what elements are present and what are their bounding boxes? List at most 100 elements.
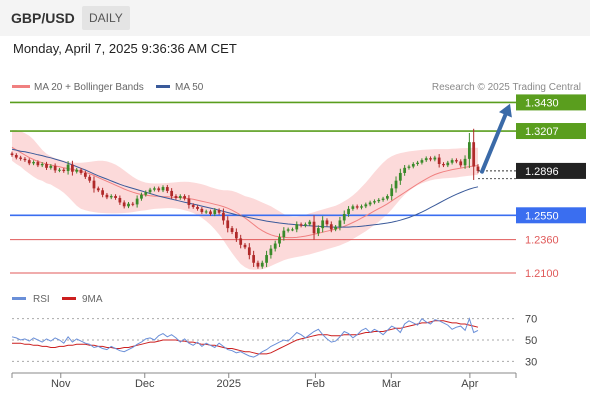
candle-body: [295, 224, 299, 230]
candle-body: [299, 224, 303, 226]
candle-body: [420, 160, 424, 163]
candle: [278, 233, 281, 248]
candle-body: [321, 220, 325, 229]
candle: [304, 222, 307, 228]
candle-body: [122, 202, 126, 207]
candle: [459, 159, 463, 168]
candle-body: [325, 220, 329, 225]
level-label-1.2550: 1.2550: [525, 210, 559, 222]
candle-body: [19, 157, 23, 159]
candle-body: [450, 160, 454, 163]
candle: [295, 221, 299, 233]
candle: [234, 228, 238, 242]
candle-body: [217, 210, 221, 213]
candle-body: [53, 165, 57, 171]
candle-body: [312, 221, 316, 234]
rsi-legend-label: RSI: [33, 294, 50, 305]
candle: [40, 162, 44, 168]
candle-body: [437, 157, 441, 164]
ma50-line: [11, 148, 479, 228]
candle-body: [187, 198, 191, 206]
candle: [312, 215, 316, 240]
candle-body: [88, 176, 92, 181]
rsi-panel: 30 50 70: [11, 314, 537, 368]
candle: [308, 219, 312, 227]
candle-body: [316, 228, 320, 234]
candle-body: [101, 190, 104, 195]
candle-body: [433, 157, 437, 160]
level-label-box-1.2550: [516, 207, 586, 224]
candle-body: [368, 202, 372, 205]
candle: [32, 160, 35, 166]
candle: [243, 243, 247, 250]
candle: [101, 187, 104, 198]
candle: [66, 161, 70, 175]
candle-body: [459, 161, 463, 166]
candle: [75, 167, 79, 174]
level-label-1.2360: 1.2360: [525, 235, 559, 247]
rsi-ma-line: [12, 320, 479, 355]
rsi-ma-legend-label: 9MA: [82, 294, 103, 305]
candle: [355, 204, 359, 210]
candle-body: [256, 262, 260, 267]
candle: [437, 154, 441, 168]
candle: [23, 157, 27, 162]
candle-body: [265, 255, 268, 263]
candle: [222, 208, 225, 225]
candle-body: [92, 180, 96, 189]
candle-body: [170, 190, 174, 197]
candle-body: [334, 226, 337, 230]
candle: [239, 234, 243, 249]
rsi-tick-50: 50: [525, 335, 537, 347]
price-panel: 1.3430 1.3207 1.2550 1.2360 1.2100 1.2896: [10, 94, 586, 280]
candle: [170, 188, 174, 199]
candle-body: [390, 188, 394, 197]
candle-body: [131, 203, 135, 205]
candle: [321, 216, 325, 233]
candle: [394, 176, 398, 193]
candle: [407, 164, 411, 170]
candle: [140, 192, 143, 201]
candle: [109, 194, 113, 200]
candle: [329, 221, 333, 233]
candle-body: [364, 204, 368, 207]
candle-body: [200, 208, 204, 213]
instrument-title: GBP/USD: [11, 10, 75, 26]
candle-body: [36, 162, 40, 166]
candle-body: [243, 244, 247, 248]
candle-body: [109, 196, 113, 198]
candle: [204, 209, 208, 214]
candle: [83, 170, 87, 179]
timeframe-badge[interactable]: DAILY: [82, 6, 130, 30]
candle-body: [329, 224, 333, 230]
candle: [316, 225, 320, 237]
candle: [273, 240, 277, 252]
ma20-line: [11, 146, 479, 239]
candle: [360, 204, 363, 210]
candle-body: [286, 229, 290, 231]
candle: [265, 250, 268, 267]
candle-body: [213, 210, 217, 215]
candle: [191, 203, 195, 209]
candle-body: [62, 169, 66, 172]
candle-body: [239, 238, 243, 245]
candle-body: [291, 229, 294, 231]
candle-body: [234, 231, 238, 239]
candle-body: [377, 199, 381, 202]
last-price-box: [516, 162, 586, 179]
candle-body: [355, 206, 359, 208]
bollinger-band-area: [12, 130, 478, 270]
rsi-legend: RSI 9MA: [12, 294, 103, 305]
candle: [183, 194, 186, 201]
candle-body: [442, 163, 445, 166]
candle-body: [338, 220, 342, 227]
candle-body: [196, 206, 199, 209]
candle: [105, 192, 109, 200]
candle: [476, 164, 480, 174]
candle: [334, 225, 337, 232]
candle: [96, 186, 100, 193]
candle-body: [226, 220, 230, 229]
candle: [161, 185, 165, 193]
candle-body: [282, 230, 286, 238]
